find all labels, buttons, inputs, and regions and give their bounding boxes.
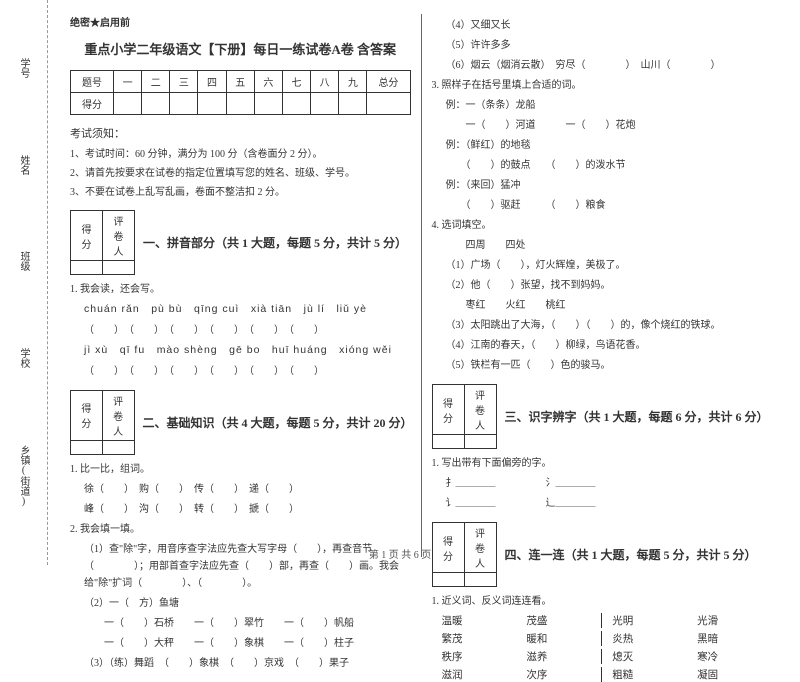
s2r-r8: 例：（来回）猛冲 [432, 177, 773, 194]
secret-label: 绝密★启用前 [70, 14, 411, 29]
s2-q2: 2. 我会填一填。 [70, 521, 411, 538]
score-box-1: 得分评卷人 [70, 210, 135, 275]
s1-pinyin1: chuán rǎn pù bù qīng cuì xià tiān jù lí … [70, 301, 411, 319]
s3-q1: 1. 写出带有下面偏旁的字。 [432, 455, 773, 472]
s2-r2: 峰（ ） 沟（ ） 转（ ） 搋（ ） [70, 501, 411, 518]
notice-1: 1、考试时间：60 分钟，满分为 100 分（含卷面分 2 分）。 [70, 147, 411, 162]
score-table: 题号一二三四五六七八九总分 得分 [70, 70, 411, 115]
notice-title: 考试须知： [70, 125, 411, 141]
s1-brk1: （ ） （ ） （ ） （ ） （ ） （ ） [70, 322, 411, 339]
s2r-r4: 例：一（条条）龙船 [432, 97, 773, 114]
match-row-3: 秩序滋养 熄灭寒冷 [432, 649, 773, 664]
s2-r6: 一（ ）大秤 一（ ）象棋 一（ ）柱子 [70, 635, 411, 652]
s2-r1: 徐（ ） 购（ ） 传（ ） 递（ ） [70, 481, 411, 498]
s4-q1: 1. 近义词、反义词连连看。 [432, 593, 773, 610]
s2r-q3: 3. 照样子在括号里填上合适的词。 [432, 77, 773, 94]
s2r-r12: （2）他（ ）张望，找不到妈妈。 [432, 277, 773, 294]
section-3-title: 三、识字辨字（共 1 大题，每题 6 分，共计 6 分） [505, 408, 769, 425]
sidebar-field-class: 班级 [16, 251, 31, 271]
s1-brk2: （ ） （ ） （ ） （ ） （ ） （ ） [70, 363, 411, 380]
s2r-r15: （4）江南的春天，（ ）柳绿，鸟语花香。 [432, 337, 773, 354]
s2r-r2: （5）许许多多 [432, 37, 773, 54]
right-column: （4）又细又长 （5）许许多多 （6）烟云（烟消云散） 穷尽（ ） 山川（ ） … [422, 14, 783, 557]
s2r-r10: 四周 四处 [432, 237, 773, 254]
score-box-3: 得分评卷人 [432, 384, 497, 449]
s2r-r14: （3）太阳跳出了大海，（ ）（ ）的，像个烧红的铁球。 [432, 317, 773, 334]
s2r-r16: （5）铁栏有一匹（ ）色的骏马。 [432, 357, 773, 374]
s1-pinyin2: jì xù qī fu mào shèng gē bo huī huáng xi… [70, 342, 411, 360]
left-column: 绝密★启用前 重点小学二年级语文【下册】每日一练试卷A卷 含答案 题号一二三四五… [60, 14, 422, 557]
s2r-r6: 例：（鲜红）的地毯 [432, 137, 773, 154]
s2r-r7: （ ）的鼓点 （ ）的泼水节 [432, 157, 773, 174]
s2r-q4: 4. 选词填空。 [432, 217, 773, 234]
s2-r4: （2）一（ 方）鱼塘 [70, 595, 411, 612]
section-1-title: 一、拼音部分（共 1 大题，每题 5 分，共计 5 分） [143, 234, 407, 251]
s2r-r9: （ ）驱赶 （ ）粮食 [432, 197, 773, 214]
match-row-1: 温暖茂盛 光明光滑 [432, 613, 773, 628]
s2r-r13: 枣红 火红 桃红 [432, 297, 773, 314]
s2-r5: 一（ ）石桥 一（ ）翠竹 一（ ）帆船 [70, 615, 411, 632]
exam-title: 重点小学二年级语文【下册】每日一练试卷A卷 含答案 [70, 39, 411, 58]
s3-r1: 扌＿＿＿＿ 氵＿＿＿＿ [432, 475, 773, 492]
page-footer: 第 1 页 共 6 页 [0, 546, 800, 561]
s2-r7: （3）（练）舞蹈 （ ）象棋 （ ）京戏 （ ）果子 [70, 655, 411, 672]
s2r-r5: 一（ ）河道 一（ ）花炮 [432, 117, 773, 134]
s2r-r11: （1）广场（ ），灯火辉煌，美极了。 [432, 257, 773, 274]
match-row-2: 繁茂暖和 炎热黑暗 [432, 631, 773, 646]
match-row-4: 滋润次序 粗糙凝固 [432, 667, 773, 682]
s2r-r3: （6）烟云（烟消云散） 穷尽（ ） 山川（ ） [432, 57, 773, 74]
notice-2: 2、请首先按要求在试卷的指定位置填写您的姓名、班级、学号。 [70, 166, 411, 181]
s2r-r1: （4）又细又长 [432, 17, 773, 34]
s3-r2: 讠＿＿＿＿ 辶＿＿＿＿ [432, 495, 773, 512]
sidebar-field-school: 学校 [16, 348, 31, 368]
section-2-title: 二、基础知识（共 4 大题，每题 5 分，共计 20 分） [143, 414, 411, 431]
sidebar-field-town: 乡镇(街道) [16, 445, 31, 507]
score-box-2: 得分评卷人 [70, 390, 135, 455]
notice-3: 3、不要在试卷上乱写乱画，卷面不整洁扣 2 分。 [70, 185, 411, 200]
s1-q1: 1. 我会读，还会写。 [70, 281, 411, 298]
sidebar-field-name: 姓名 [16, 155, 31, 175]
s2-q1: 1. 比一比，组词。 [70, 461, 411, 478]
binding-sidebar: 学号 姓名 班级 学校 乡镇(街道) [0, 0, 48, 565]
sidebar-field-id: 学号 [16, 58, 31, 78]
